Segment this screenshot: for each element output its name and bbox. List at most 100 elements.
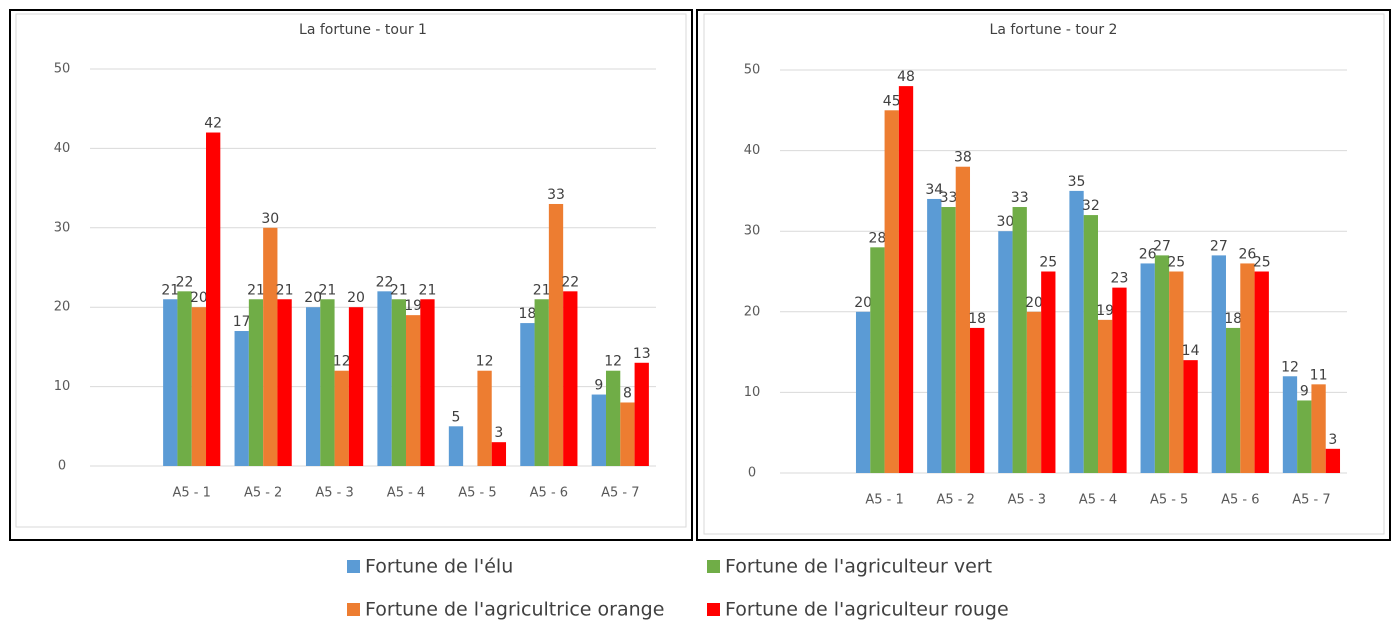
value-label: 25 bbox=[1253, 255, 1271, 271]
legend-swatch bbox=[347, 603, 360, 616]
bar bbox=[1169, 271, 1184, 473]
value-label: 12 bbox=[333, 354, 351, 370]
value-label: 20 bbox=[1025, 295, 1043, 311]
y-tick-label: 30 bbox=[54, 220, 71, 235]
value-label: 34 bbox=[925, 182, 943, 198]
legend-swatch bbox=[347, 560, 360, 573]
chart-area bbox=[15, 13, 687, 528]
value-label: 21 bbox=[276, 282, 294, 298]
y-tick-label: 20 bbox=[54, 300, 71, 315]
bar bbox=[1154, 255, 1170, 473]
bar bbox=[420, 299, 435, 466]
x-tick-label: A5 - 6 bbox=[1221, 493, 1259, 508]
value-label: 25 bbox=[1167, 255, 1185, 271]
bar bbox=[320, 299, 335, 466]
value-label: 33 bbox=[940, 190, 958, 206]
value-label: 26 bbox=[1239, 246, 1257, 262]
value-label: 42 bbox=[204, 116, 222, 132]
bar bbox=[1041, 271, 1056, 473]
value-label: 3 bbox=[494, 425, 503, 441]
x-tick-label: A5 - 6 bbox=[530, 486, 568, 501]
value-label: 3 bbox=[1328, 432, 1337, 448]
bar bbox=[634, 362, 649, 466]
y-tick-label: 10 bbox=[54, 379, 71, 394]
legend-label: Fortune de l'agricultrice orange bbox=[365, 599, 664, 621]
bar bbox=[970, 327, 985, 473]
bar bbox=[1069, 190, 1084, 473]
bar bbox=[163, 299, 178, 466]
value-label: 18 bbox=[1224, 311, 1242, 327]
value-label: 18 bbox=[968, 311, 986, 327]
chart-area bbox=[703, 13, 1385, 535]
bar bbox=[248, 299, 264, 466]
value-label: 23 bbox=[1111, 271, 1129, 287]
bar bbox=[855, 311, 871, 473]
bar bbox=[348, 307, 364, 466]
bar bbox=[1083, 215, 1098, 473]
legend-label: Fortune de l'agriculteur rouge bbox=[725, 599, 1009, 621]
y-tick-label: 30 bbox=[744, 224, 761, 239]
y-tick-label: 10 bbox=[744, 385, 761, 400]
x-tick-label: A5 - 3 bbox=[1008, 493, 1046, 508]
legend-label: Fortune de l'agriculteur vert bbox=[725, 556, 992, 578]
panel-border bbox=[696, 9, 1391, 541]
legend-swatch bbox=[707, 603, 720, 616]
value-label: 12 bbox=[604, 354, 622, 370]
value-label: 38 bbox=[954, 150, 972, 166]
bar bbox=[491, 442, 507, 466]
x-tick-label: A5 - 3 bbox=[315, 486, 353, 501]
x-tick-label: A5 - 4 bbox=[1079, 493, 1117, 508]
value-label: 30 bbox=[996, 214, 1014, 230]
bar bbox=[1325, 448, 1341, 473]
bar bbox=[1140, 263, 1155, 473]
chart-title: La fortune - tour 2 bbox=[990, 22, 1118, 38]
bar bbox=[548, 203, 564, 467]
x-tick-label: A5 - 7 bbox=[1292, 493, 1330, 508]
bar bbox=[263, 227, 278, 466]
bar bbox=[884, 110, 899, 474]
bar bbox=[927, 198, 942, 473]
bar bbox=[391, 299, 406, 466]
bar bbox=[477, 370, 492, 466]
x-tick-label: A5 - 7 bbox=[601, 486, 639, 501]
bar bbox=[898, 86, 914, 474]
bar bbox=[1254, 271, 1269, 473]
value-label: 35 bbox=[1068, 174, 1086, 190]
bar bbox=[234, 331, 249, 466]
x-tick-label: A5 - 1 bbox=[865, 493, 903, 508]
value-label: 27 bbox=[1153, 238, 1171, 254]
value-label: 18 bbox=[518, 306, 536, 322]
value-label: 9 bbox=[594, 378, 603, 394]
bar bbox=[191, 307, 207, 466]
bar bbox=[277, 299, 292, 466]
value-label: 25 bbox=[1039, 255, 1057, 271]
value-label: 20 bbox=[347, 290, 365, 306]
bar bbox=[448, 426, 464, 466]
bar bbox=[534, 299, 549, 466]
value-label: 32 bbox=[1082, 198, 1100, 214]
value-label: 14 bbox=[1182, 343, 1200, 359]
x-tick-label: A5 - 5 bbox=[1150, 493, 1188, 508]
value-label: 21 bbox=[161, 282, 179, 298]
bar bbox=[1240, 263, 1255, 473]
legend-label: Fortune de l'élu bbox=[365, 556, 513, 578]
value-label: 20 bbox=[304, 290, 322, 306]
bar bbox=[206, 132, 221, 466]
bar bbox=[998, 231, 1013, 473]
x-tick-label: A5 - 2 bbox=[244, 486, 282, 501]
bar bbox=[1225, 327, 1241, 473]
bar bbox=[591, 394, 606, 466]
value-label: 12 bbox=[476, 354, 494, 370]
y-tick-label: 0 bbox=[748, 466, 756, 481]
bar bbox=[870, 247, 885, 473]
value-label: 45 bbox=[883, 93, 901, 109]
value-label: 8 bbox=[623, 385, 632, 401]
value-label: 19 bbox=[404, 298, 422, 314]
value-label: 5 bbox=[452, 409, 461, 425]
bar bbox=[520, 323, 535, 466]
value-label: 21 bbox=[419, 282, 437, 298]
value-label: 19 bbox=[1096, 303, 1114, 319]
bar bbox=[1282, 376, 1298, 473]
y-tick-label: 50 bbox=[744, 63, 761, 78]
bar bbox=[1297, 400, 1312, 473]
